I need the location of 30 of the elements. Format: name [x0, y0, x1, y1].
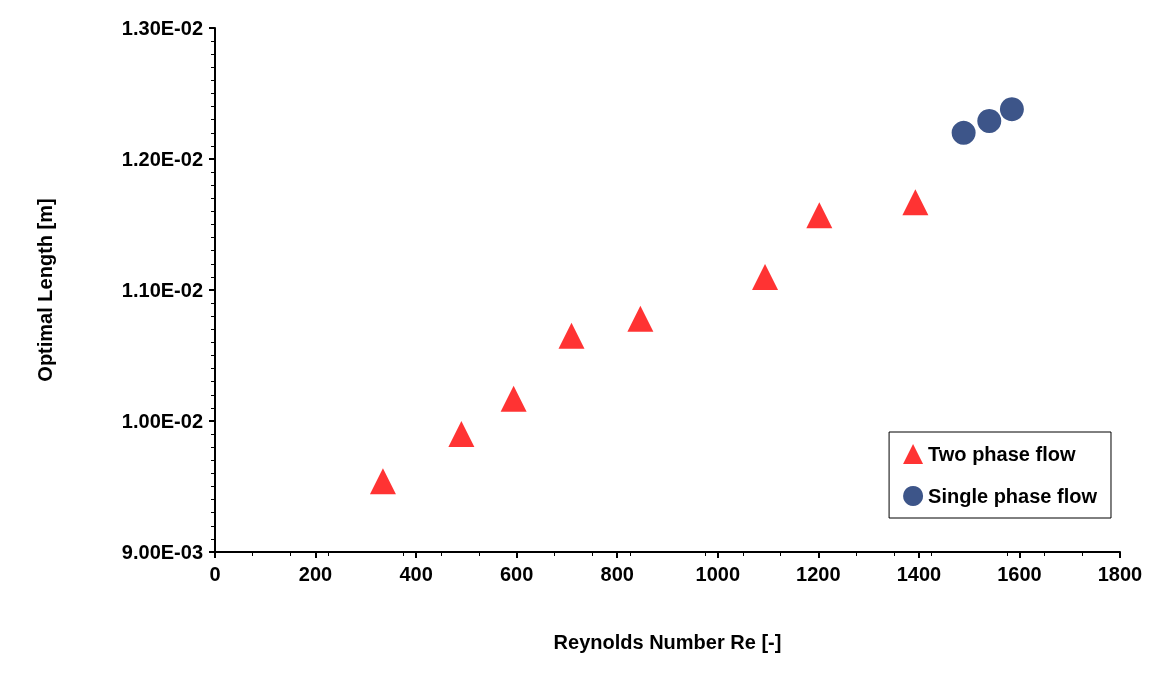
point [999, 97, 1024, 122]
y-tick-label: 9.00E-03 [121, 541, 203, 563]
x-tick-label: 1600 [997, 563, 1042, 585]
point [369, 468, 396, 495]
point [902, 189, 929, 216]
x-tick-label: 0 [209, 563, 221, 585]
x-tick-label: 1000 [695, 563, 741, 585]
x-axis-title: Reynolds Number Re [-] [553, 631, 782, 653]
point [558, 322, 585, 349]
x-tick-label: 800 [600, 563, 634, 585]
y-tick-label: 1.00E-02 [121, 410, 203, 432]
point [500, 385, 527, 412]
point [752, 263, 779, 290]
x-tick-label: 1400 [896, 563, 942, 585]
y-axis-title: Optimal Length [m] [34, 198, 56, 382]
y-tick-label: 1.30E-02 [121, 17, 203, 39]
point [951, 120, 976, 145]
point [448, 421, 475, 448]
y-tick-label: 1.10E-02 [121, 279, 203, 301]
x-tick-label: 1800 [1097, 563, 1143, 585]
y-tick-label: 1.20E-02 [121, 148, 203, 170]
x-tick-label: 1200 [796, 563, 841, 585]
point [977, 109, 1002, 133]
legend-label: Two phase flow [928, 443, 1076, 465]
point [627, 305, 654, 332]
point [806, 202, 833, 229]
x-tick-label: 400 [399, 563, 433, 585]
x-tick-label: 600 [499, 563, 534, 585]
legend-label: Single phase flow [928, 485, 1098, 507]
x-tick-label: 200 [298, 563, 333, 585]
